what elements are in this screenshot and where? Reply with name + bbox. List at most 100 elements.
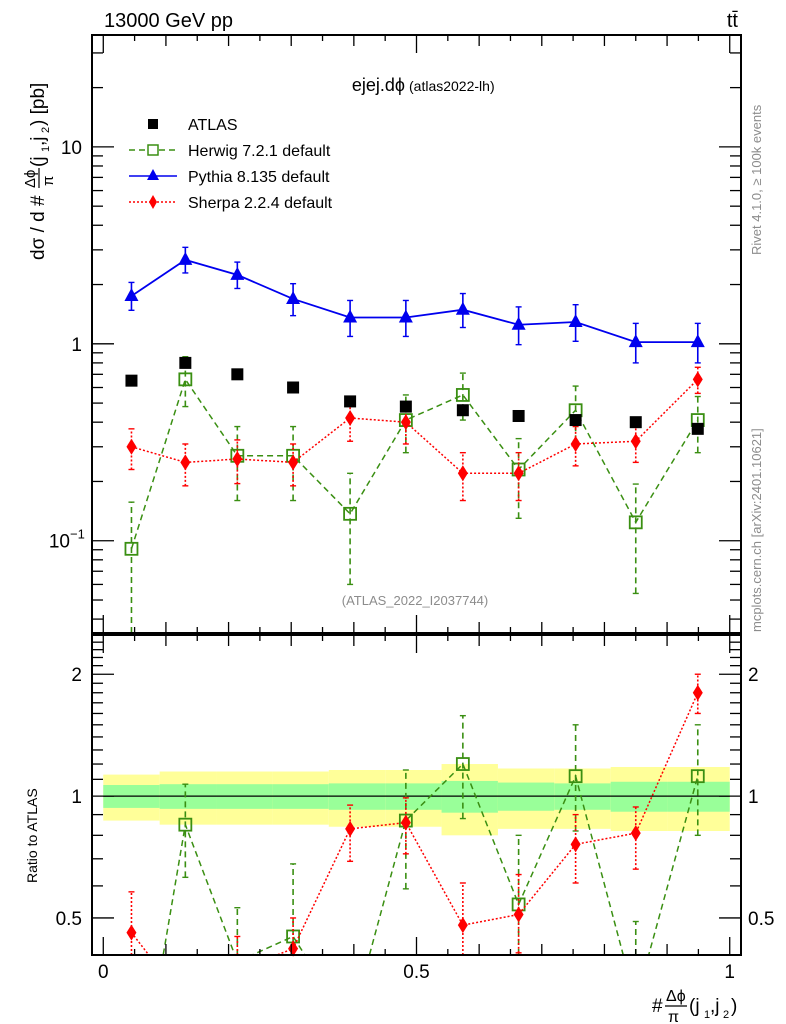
data-point [179,356,192,369]
process-label: tt̄ [727,10,739,32]
analysis-id: (ATLAS_2022_I2037744) [342,593,488,608]
series-line [130,377,699,550]
svg-text:dσ / d #: dσ / d # [28,195,49,260]
svg-text:): ) [731,996,737,1017]
legend-item: ATLAS [148,117,238,134]
svg-text:π: π [40,176,57,186]
data-point [345,820,356,837]
legend-label: Herwig 7.2.1 default [188,143,331,160]
ratio-y-tick-label-right: 0.5 [748,909,774,930]
svg-text:Δϕ: Δϕ [666,988,686,1005]
ratio-series-sherpa [126,673,703,957]
svg-text:(j: (j [28,156,49,167]
y-tick-label: 1 [71,335,82,356]
data-point [344,395,357,408]
ratio-y-tick-label: 0.5 [56,909,82,930]
data-point [456,404,469,417]
data-point [692,371,703,388]
legend-marker [148,119,158,129]
data-point [288,454,299,471]
data-point [230,266,245,280]
series-pythia [124,246,705,364]
svg-text:(j: (j [689,996,700,1017]
legend: ATLAS Herwig 7.2.1 default Pythia 8.135 de… [129,117,333,212]
svg-text:,j: ,j [710,996,720,1017]
legend-label: Sherpa 2.2.4 default [188,195,333,212]
x-axis-label: # Δϕ π (j 1 ,j 2 ) [652,988,737,1024]
mcplots-label: mcplots.cern.ch [arXiv:2401.10621] [749,428,764,632]
data-point [513,465,524,482]
ratio-y-tick-label: 1 [71,787,82,808]
energy-label: 13000 GeV pp [104,10,233,32]
y-tick-label: 10 [61,138,82,159]
data-point [125,374,138,387]
svg-text:Δϕ: Δϕ [22,170,39,188]
ratio-y-tick-label: 2 [71,665,82,686]
data-point [400,414,411,431]
data-point [512,409,525,422]
data-point [343,506,357,521]
data-point [628,515,643,530]
data-point [455,301,470,315]
legend-item: Herwig 7.2.1 default [129,143,331,160]
svg-text:2: 2 [723,1009,729,1021]
data-point [568,769,583,784]
data-point [511,316,526,330]
svg-text:1: 1 [704,1009,710,1021]
legend-item: Pythia 8.135 default [129,169,330,186]
legend-marker [147,144,159,156]
data-point [457,917,468,934]
svg-text:π: π [668,1009,679,1024]
legend-marker [149,195,157,209]
svg-text:#: # [652,996,663,1017]
data-point [630,825,641,842]
data-point [457,465,468,482]
data-point [692,684,703,701]
main-y-axis-label: dσ / d # Δϕ π (j 1 ,j 2 ) [pb] [22,83,57,260]
data-point [178,251,193,265]
data-point [455,757,470,771]
data-point [400,814,411,831]
data-point [231,368,244,381]
svg-text:1: 1 [40,146,52,152]
band-inner [441,780,498,813]
data-point [570,836,581,853]
y-tick-label: 10 [49,532,70,553]
legend-label: Pythia 8.135 default [188,169,330,186]
ratio-axes: 0.5 0.5 1 1 2 2 0 0.5 1 [56,634,774,983]
data-point [399,400,412,413]
data-point [690,769,705,784]
legend-label: ATLAS [188,117,238,134]
legend-marker [147,169,159,180]
data-point [568,314,583,328]
data-point [570,435,581,452]
x-tick-label: 0 [98,962,109,983]
data-point [232,451,243,468]
data-point [628,334,643,348]
data-point [690,334,705,348]
svg-text:) [pb]: ) [pb] [28,83,49,126]
data-point [126,438,137,455]
data-point [345,410,356,427]
data-point [513,906,524,923]
data-point [398,309,413,323]
data-point [286,290,301,304]
series-herwig [124,356,705,634]
data-point [124,541,139,556]
plot-title: ejej.dϕ [352,75,405,95]
data-point [178,372,193,387]
data-point [343,309,358,323]
data-point [569,414,582,427]
ratio-band [103,764,730,836]
series-line [130,258,698,344]
data-point [630,433,641,450]
x-tick-label: 0.5 [403,962,429,983]
data-point [124,287,139,301]
x-tick-label: 1 [724,962,735,983]
series-sherpa [126,366,703,502]
data-point [629,416,642,429]
main-series-group [124,246,705,634]
legend-item: Sherpa 2.2.4 default [129,195,333,212]
